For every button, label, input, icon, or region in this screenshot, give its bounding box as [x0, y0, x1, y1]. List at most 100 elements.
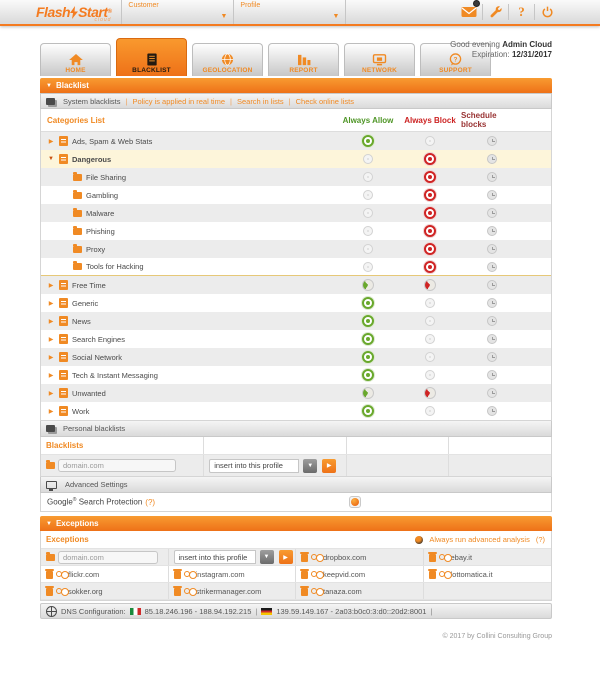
category-row[interactable]: File Sharing [41, 168, 551, 186]
always-block-radio[interactable] [424, 171, 436, 183]
tab-geolocation[interactable]: GEOLOCATION [192, 43, 263, 76]
analysis-icon[interactable] [438, 570, 452, 579]
always-block-radio[interactable] [425, 298, 435, 308]
expand-arrow-icon[interactable]: ▶ [48, 318, 54, 325]
select-arrow-button[interactable]: ▼ [259, 550, 274, 564]
always-block-radio[interactable] [424, 387, 436, 399]
always-allow-radio[interactable] [363, 154, 373, 164]
expand-arrow-icon[interactable]: ▶ [48, 408, 54, 415]
schedule-clock-button[interactable] [487, 154, 497, 164]
schedule-clock-button[interactable] [487, 136, 497, 146]
always-allow-radio[interactable] [362, 135, 374, 147]
expand-arrow-icon[interactable]: ▶ [48, 282, 54, 289]
tab-report[interactable]: REPORT [268, 43, 339, 76]
always-allow-radio[interactable] [362, 315, 374, 327]
always-allow-radio[interactable] [362, 405, 374, 417]
always-block-radio[interactable] [425, 406, 435, 416]
always-block-radio[interactable] [424, 207, 436, 219]
category-row[interactable]: ▶ Ads, Spam & Web Stats [41, 132, 551, 150]
trash-icon[interactable] [427, 552, 437, 562]
trash-icon[interactable] [300, 586, 309, 596]
schedule-clock-button[interactable] [487, 208, 497, 218]
schedule-clock-button[interactable] [487, 352, 497, 362]
always-block-radio[interactable] [425, 334, 435, 344]
expand-arrow-icon[interactable]: ▼ [48, 156, 54, 162]
trash-icon[interactable] [172, 586, 182, 596]
always-allow-radio[interactable] [362, 351, 374, 363]
always-block-radio[interactable] [424, 153, 436, 165]
always-allow-radio[interactable] [362, 297, 374, 309]
category-row[interactable]: Proxy [41, 240, 551, 258]
category-row[interactable]: ▶ Social Network [41, 348, 551, 366]
analysis-icon[interactable] [311, 587, 324, 596]
settings-button[interactable] [482, 4, 508, 20]
select-arrow-button[interactable]: ▼ [303, 458, 318, 473]
exceptions-section-header[interactable]: ▼ Exceptions [40, 516, 552, 531]
category-row[interactable]: ▶ News [41, 312, 551, 330]
google-protection-help-link[interactable]: (?) [145, 497, 156, 507]
always-allow-radio[interactable] [363, 208, 373, 218]
expand-arrow-icon[interactable]: ▶ [48, 372, 54, 379]
always-allow-radio[interactable] [363, 261, 373, 272]
trash-icon[interactable] [172, 569, 182, 579]
link-check-online-lists[interactable]: Check online lists [295, 96, 354, 106]
blacklist-domain-input[interactable] [58, 459, 176, 472]
analysis-icon[interactable] [183, 587, 197, 596]
expand-arrow-icon[interactable]: ▶ [48, 390, 54, 397]
schedule-clock-button[interactable] [487, 388, 497, 398]
expand-arrow-icon[interactable]: ▶ [48, 300, 54, 307]
always-allow-radio[interactable] [362, 279, 374, 291]
tab-support[interactable]: ? SUPPORT [420, 43, 491, 76]
always-block-radio[interactable] [424, 279, 436, 291]
schedule-clock-button[interactable] [487, 370, 497, 380]
schedule-clock-button[interactable] [487, 298, 497, 308]
exception-insert-button[interactable]: ▶ [278, 550, 293, 564]
schedule-clock-button[interactable] [487, 334, 497, 344]
always-block-radio[interactable] [425, 136, 435, 146]
always-block-radio[interactable] [425, 352, 435, 362]
mail-button[interactable] [456, 0, 482, 20]
logout-button[interactable] [534, 4, 560, 20]
always-block-radio[interactable] [425, 316, 435, 326]
always-block-radio[interactable] [424, 189, 436, 201]
analysis-icon[interactable] [56, 587, 69, 596]
always-allow-radio[interactable] [362, 369, 374, 381]
customer-dropdown[interactable]: Customer ▼ [121, 0, 233, 24]
blacklist-insert-button[interactable]: ▶ [322, 458, 337, 473]
schedule-clock-button[interactable] [487, 244, 497, 254]
category-row[interactable]: Phishing [41, 222, 551, 240]
tab-home[interactable]: HOME [40, 43, 111, 76]
advanced-analysis-help-link[interactable]: (?) [535, 535, 545, 544]
category-row[interactable]: Tools for Hacking [41, 258, 551, 276]
link-policy-realtime[interactable]: Policy is applied in real time [132, 96, 226, 106]
always-allow-radio[interactable] [362, 387, 374, 399]
trash-icon[interactable] [45, 586, 54, 596]
category-row[interactable]: ▶ Generic [41, 294, 551, 312]
schedule-clock-button[interactable] [487, 190, 497, 200]
category-row[interactable]: ▶ Free Time [41, 276, 551, 294]
always-block-radio[interactable] [425, 370, 435, 380]
exception-domain-input[interactable] [58, 550, 158, 564]
schedule-clock-button[interactable] [487, 261, 497, 272]
schedule-clock-button[interactable] [487, 226, 497, 236]
category-row[interactable]: Malware [41, 204, 551, 222]
category-row[interactable]: ▶ Tech & Instant Messaging [41, 366, 551, 384]
always-allow-radio[interactable] [363, 172, 373, 182]
analysis-icon[interactable] [56, 570, 69, 579]
category-row[interactable]: Gambling [41, 186, 551, 204]
trash-icon[interactable] [300, 552, 309, 562]
schedule-clock-button[interactable] [487, 280, 497, 290]
category-row[interactable]: ▶ Search Engines [41, 330, 551, 348]
expand-arrow-icon[interactable]: ▶ [48, 138, 54, 145]
always-allow-radio[interactable] [362, 333, 374, 345]
always-allow-radio[interactable] [363, 190, 373, 200]
google-search-protection-toggle[interactable] [349, 496, 361, 508]
schedule-clock-button[interactable] [487, 172, 497, 182]
trash-icon[interactable] [427, 569, 437, 579]
always-allow-radio[interactable] [363, 226, 373, 236]
help-button[interactable]: ? [508, 4, 534, 20]
always-block-radio[interactable] [424, 243, 436, 255]
blacklist-profile-select[interactable]: insert into this profile [209, 458, 300, 473]
analysis-icon[interactable] [438, 553, 452, 562]
trash-icon[interactable] [45, 569, 54, 579]
